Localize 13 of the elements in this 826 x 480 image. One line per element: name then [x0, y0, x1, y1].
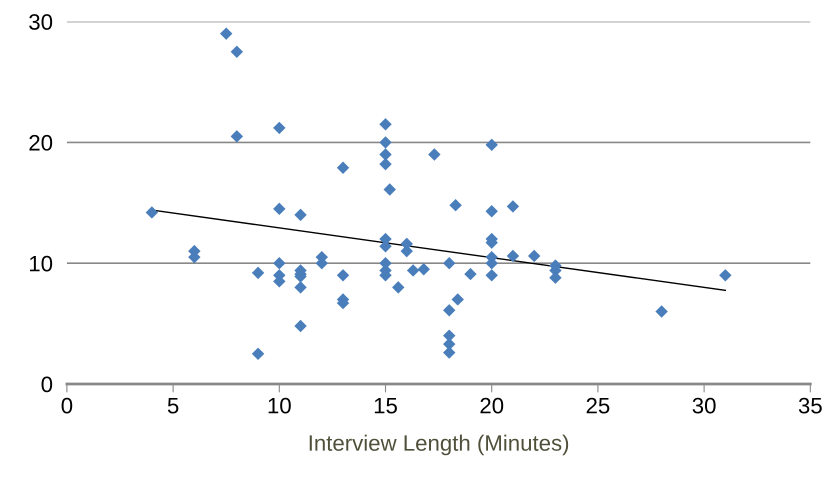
x-axis-title: Interview Length (Minutes) [310, 434, 568, 456]
x-tick-label: 20 [480, 398, 504, 414]
y-tick-label: 30 [29, 14, 52, 30]
x-tick-label: 0 [62, 398, 72, 414]
y-tick-label: 0 [42, 376, 52, 392]
x-tick-label: 15 [374, 398, 397, 414]
y-tick-label: 10 [30, 256, 52, 272]
x-tick-label: 10 [268, 398, 291, 414]
x-tick-label: 5 [168, 398, 178, 414]
x-tick-label: 25 [586, 398, 610, 414]
x-tick-label: 30 [692, 398, 716, 414]
y-tick-label: 20 [29, 134, 52, 151]
x-tick-label: 35 [798, 398, 822, 414]
